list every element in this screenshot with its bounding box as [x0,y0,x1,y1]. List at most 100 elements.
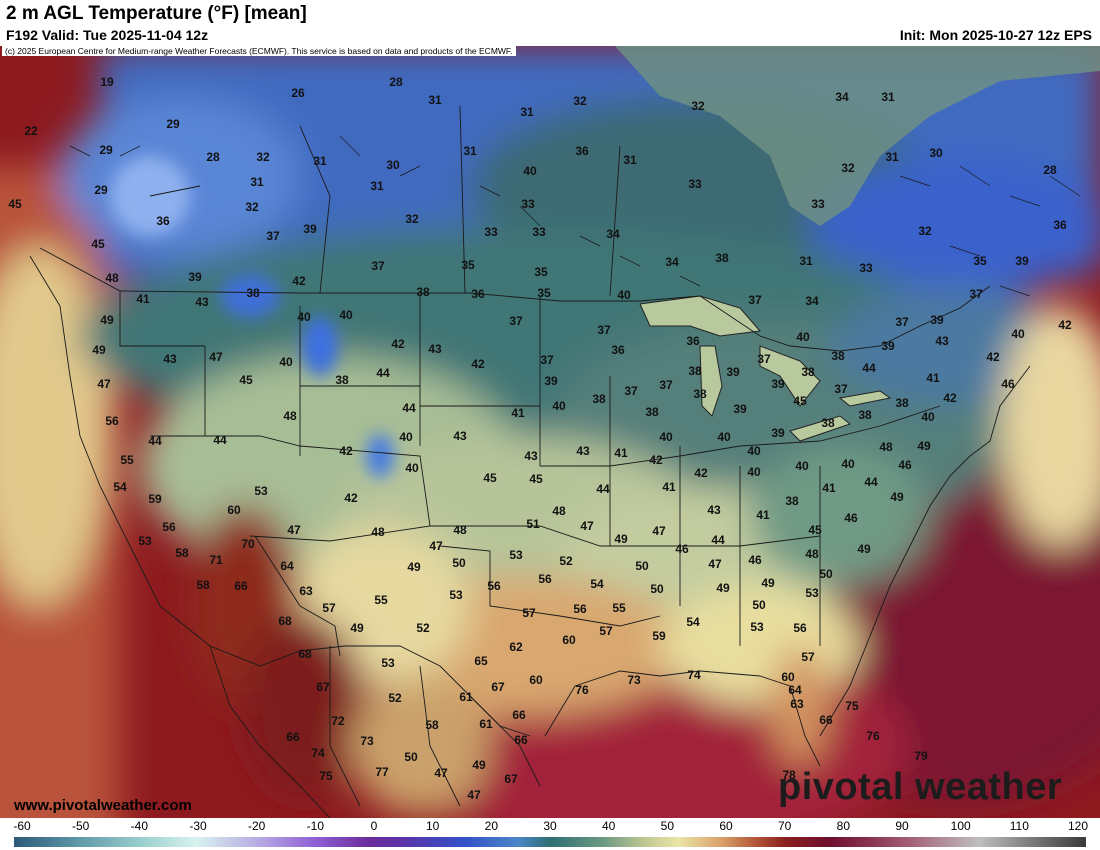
temperature-value: 31 [885,150,899,164]
temperature-value: 46 [1001,377,1015,391]
temperature-value: 30 [929,146,943,160]
temperature-value: 48 [453,523,467,537]
temperature-value: 31 [313,154,327,168]
temperature-value: 37 [969,287,983,301]
temperature-value: 46 [675,542,689,556]
temperature-value: 74 [311,746,325,760]
legend-tick-label: -40 [130,819,148,833]
temperature-value: 49 [350,621,364,635]
temperature-value: 66 [286,730,300,744]
temperature-value: 33 [859,261,873,275]
temperature-value: 40 [795,459,809,473]
legend-tick-label: 120 [1067,819,1089,833]
temperature-value: 42 [344,491,358,505]
legend-tick-label: 110 [1009,819,1029,833]
temperature-value: 37 [757,352,771,366]
temperature-value: 56 [105,414,119,428]
temperature-value: 48 [879,440,893,454]
temperature-value: 31 [370,179,384,193]
temperature-value: 41 [511,406,525,420]
temperature-value: 73 [627,673,641,687]
temperature-value: 29 [94,183,108,197]
temperature-value: 37 [266,229,280,243]
legend-tick-label: -60 [13,819,31,833]
temperature-value: 44 [402,401,416,415]
temperature-value: 66 [819,713,833,727]
temperature-value: 30 [386,158,400,172]
temperature-value: 32 [245,200,259,214]
temperature-value: 76 [575,683,589,697]
temperature-value: 39 [771,426,785,440]
temperature-value: 39 [726,365,740,379]
temperature-value: 43 [707,503,721,517]
copyright-notice: (c) 2025 European Centre for Medium-rang… [2,46,516,56]
temperature-value: 67 [491,680,505,694]
temperature-value: 31 [799,254,813,268]
temperature-value: 48 [283,409,297,423]
legend-tick-label: 90 [895,819,909,833]
temperature-value: 36 [471,287,485,301]
temperature-value: 37 [624,384,638,398]
temperature-value: 38 [895,396,909,410]
temperature-value: 42 [986,350,1000,364]
legend-tick-label: 60 [719,819,733,833]
temperature-map[interactable]: 19 22 29 29 29 26 28 28 32 31 30 31 31 32 36 37 39 32 31 31… [0,46,1100,818]
temperature-value: 49 [407,560,421,574]
website-link[interactable]: www.pivotalweather.com [14,797,192,814]
temperature-value: 40 [405,461,419,475]
temperature-value: 33 [532,225,546,239]
temperature-value: 33 [484,225,498,239]
temperature-value: 76 [866,729,880,743]
map-title: 2 m AGL Temperature (°F) [mean] [6,3,307,24]
temperature-value: 41 [822,481,836,495]
temperature-value: 53 [509,548,523,562]
temperature-value: 67 [504,772,518,786]
temperature-value: 35 [534,265,548,279]
temperature-value: 35 [973,254,987,268]
temperature-value: 41 [614,446,628,460]
temperature-value: 36 [611,343,625,357]
temperature-value: 53 [254,484,268,498]
temperature-value: 55 [374,593,388,607]
temperature-value: 38 [858,408,872,422]
temperature-value: 40 [339,308,353,322]
legend-tick-label: 40 [601,819,616,833]
temperature-value: 37 [597,323,611,337]
temperature-value: 64 [788,683,802,697]
legend-tick-label: 20 [484,819,499,833]
temperature-value: 32 [841,161,855,175]
temperature-value: 56 [793,621,807,635]
temperature-value: 42 [1058,318,1072,332]
temperature-value: 39 [544,374,558,388]
temperature-value: 45 [793,394,807,408]
temperature-value: 36 [686,334,700,348]
temperature-value: 58 [425,718,439,732]
temperature-value: 52 [416,621,430,635]
temperature-value: 43 [428,342,442,356]
temperature-value: 46 [844,511,858,525]
temperature-value: 37 [834,382,848,396]
temperature-value: 60 [529,673,543,687]
temperature-value: 31 [623,153,637,167]
temperature-value: 49 [472,758,486,772]
temperature-value: 59 [652,629,666,643]
temperature-value: 53 [805,586,819,600]
temperature-value: 56 [487,579,501,593]
temperature-value: 41 [926,371,940,385]
political-borders [29,105,1031,818]
valid-time: F192 Valid: Tue 2025-11-04 12z [6,27,209,43]
temperature-value: 66 [234,579,248,593]
temperature-value: 44 [213,433,227,447]
temperature-value: 40 [717,430,731,444]
temperature-value: 49 [100,313,114,327]
temperature-value: 48 [105,271,119,285]
temperature-value: 33 [688,177,702,191]
temperature-value: 40 [841,457,855,471]
temperature-value: 60 [781,670,795,684]
temperature-value: 38 [335,373,349,387]
temperature-value: 19 [100,75,114,89]
temperature-value: 39 [771,377,785,391]
temperature-value: 44 [864,475,878,489]
temperature-value: 56 [538,572,552,586]
temperature-value: 29 [99,143,113,157]
